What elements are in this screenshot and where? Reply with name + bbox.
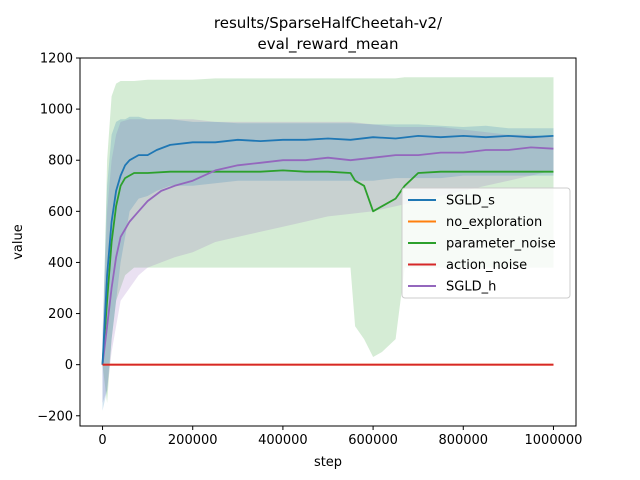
confidence-band-parameter-noise (102, 77, 554, 403)
series-line-SGLD-h (101, 146, 554, 365)
legend-label-parameter-noise: parameter_noise (446, 237, 556, 252)
legend-box (401, 187, 571, 299)
y-tick-label: 800 (48, 154, 73, 169)
y-tick-label: 400 (48, 256, 73, 271)
legend-label-no-exploration: no_exploration (446, 215, 542, 230)
y-tick-label: 1200 (40, 52, 73, 67)
y-tick-label: 1000 (40, 103, 73, 118)
x-tick-label: 800000 (438, 433, 488, 448)
x-tick-label: 200000 (168, 433, 218, 448)
series-lines (101, 134, 554, 366)
y-tick-label: 0 (65, 358, 73, 373)
series-line-parameter-noise (101, 169, 554, 365)
x-tick-label: 1000000 (525, 433, 583, 448)
x-axis-label: step (314, 455, 342, 470)
legend-label-SGLD-h: SGLD_h (446, 280, 496, 295)
chart-title-line-2: eval_reward_mean (258, 35, 399, 54)
series-line-SGLD-s (101, 134, 554, 365)
x-tick-label: 600000 (348, 433, 398, 448)
x-tick-label: 0 (98, 433, 106, 448)
legend-label-SGLD-s: SGLD_s (446, 194, 495, 209)
y-tick-label: 200 (48, 307, 73, 322)
y-tick-label: −200 (37, 409, 73, 424)
legend-label-action-noise: action_noise (446, 258, 527, 273)
confidence-band-SGLD-s (102, 116, 554, 411)
chart-title-line-1: results/SparseHalfCheetah-v2/ (214, 14, 443, 32)
x-axis-ticks: 0 200000 400000 600000 800000 1000000 (98, 426, 582, 448)
y-axis-ticks: −200 0 200 400 600 800 1000 1200 (37, 52, 80, 424)
x-tick-label: 400000 (258, 433, 308, 448)
y-tick-label: 600 (48, 205, 73, 220)
plot-area-frame (79, 57, 577, 427)
legend: SGLD_s no_exploration parameter_noiseactio… (401, 187, 571, 299)
y-axis-label: value (11, 224, 26, 260)
